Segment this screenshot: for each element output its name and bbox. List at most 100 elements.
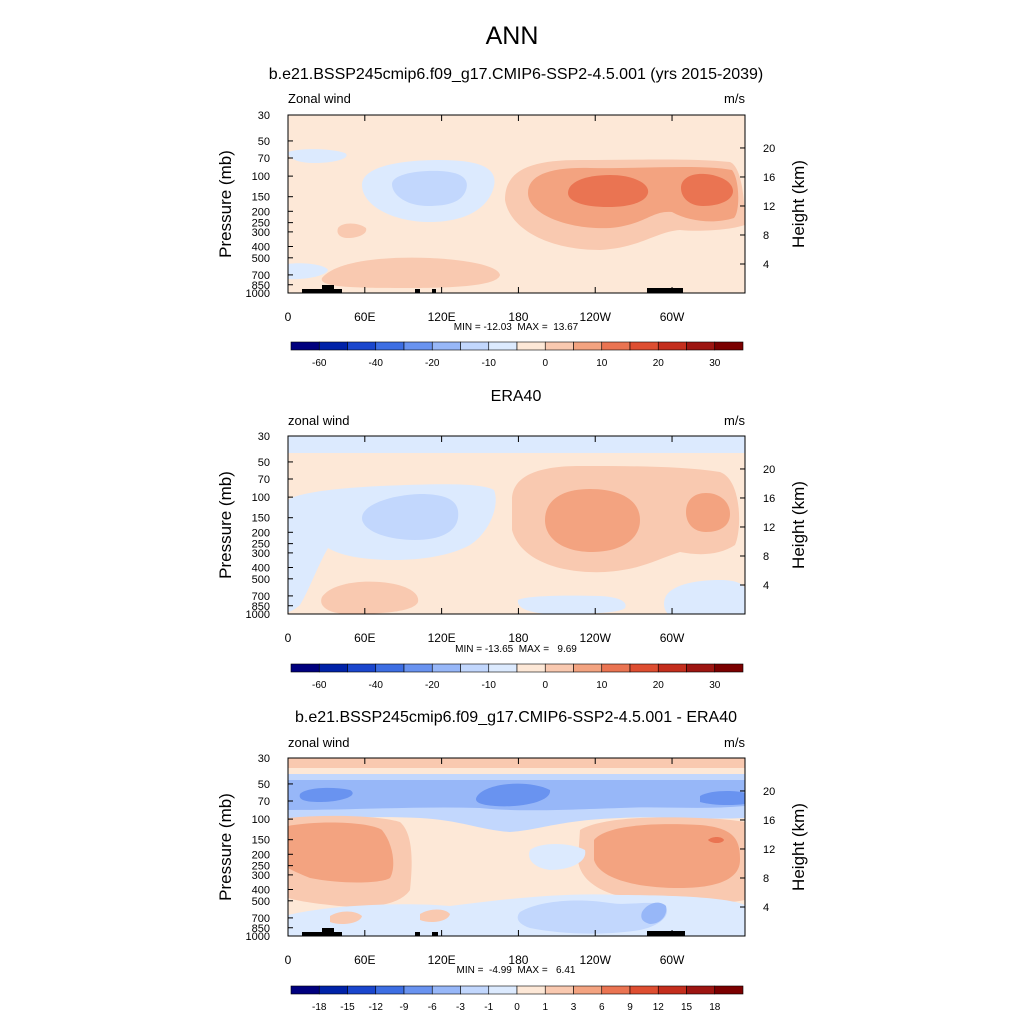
colorbar-swatch xyxy=(460,985,490,995)
longitude-tick-label: 60W xyxy=(660,631,685,645)
colorbar-label: 0 xyxy=(542,358,548,369)
colorbar-swatch xyxy=(629,663,659,673)
longitude-tick-label: 60E xyxy=(354,310,375,324)
colorbar: -18 -15 -12 -9 -6 -3 -1 0 1 3 6 9 12 15 18 xyxy=(290,985,744,1013)
contour-neg-low-mid xyxy=(517,595,626,614)
y-axis-label: Pressure (mb) xyxy=(216,471,235,579)
contour-field xyxy=(288,758,745,936)
right-label: m/s xyxy=(724,91,745,106)
pressure-tick-label: 700 xyxy=(252,591,270,603)
pressure-tick-label: 70 xyxy=(258,153,270,165)
height-tick-label: 20 xyxy=(763,464,775,476)
colorbar-label: -40 xyxy=(369,680,384,691)
colorbar-label: 30 xyxy=(709,358,721,369)
left-label: zonal wind xyxy=(288,735,349,750)
left-label: zonal wind xyxy=(288,413,349,428)
land-andes xyxy=(647,288,683,293)
colorbar-swatch xyxy=(573,985,603,995)
pressure-tick-label: 1000 xyxy=(246,609,270,621)
height-tick-label: 4 xyxy=(763,259,769,271)
panel-title: b.e21.BSSP245cmip6.f09_g17.CMIP6-SSP2-4.… xyxy=(295,709,737,726)
colorbar-swatch xyxy=(714,663,744,673)
right-label: m/s xyxy=(724,413,745,428)
height-tick-label: 20 xyxy=(763,786,775,798)
colorbar-swatch xyxy=(347,341,377,351)
colorbar-swatch xyxy=(714,985,744,995)
height-tick-label: 16 xyxy=(763,172,775,184)
contour-pos-low xyxy=(321,581,419,614)
min-max-stats: MIN = -4.99 MAX = 6.41 xyxy=(457,965,576,976)
contour-neg-core-b xyxy=(475,783,551,807)
colorbar-label: -12 xyxy=(369,1002,384,1013)
colorbar-label: -60 xyxy=(312,358,327,369)
longitude-tick-label: 60W xyxy=(660,310,685,324)
colorbar-label: 20 xyxy=(653,358,665,369)
contour-neg-mid xyxy=(529,844,586,870)
contour-pos-tiny xyxy=(708,837,724,843)
colorbar-swatch xyxy=(488,663,518,673)
height-tick-label: 12 xyxy=(763,522,775,534)
colorbar-swatch xyxy=(657,341,687,351)
colorbar-label: 9 xyxy=(627,1002,633,1013)
longitude-tick-label: 0 xyxy=(285,631,292,645)
pressure-tick-label: 700 xyxy=(252,270,270,282)
figure-title: ANN xyxy=(486,22,539,50)
pressure-tick-label: 50 xyxy=(258,457,270,469)
y-axis-label: Pressure (mb) xyxy=(216,150,235,258)
colorbar-label: -10 xyxy=(482,358,497,369)
contour-neg-low xyxy=(517,900,668,934)
colorbar-swatch xyxy=(573,341,603,351)
pressure-tick-label: 400 xyxy=(252,884,270,896)
contour-neg-core xyxy=(392,170,467,206)
land-indonesia xyxy=(415,289,420,293)
colorbar: -60 -40 -20 -10 0 10 20 30 xyxy=(290,663,744,691)
pressure-tick-label: 50 xyxy=(258,779,270,791)
land-andes xyxy=(647,931,685,936)
height-tick-label: 4 xyxy=(763,580,769,592)
colorbar-label: -9 xyxy=(400,1002,409,1013)
contour-pos-west xyxy=(288,822,394,883)
contour-neg-low-core xyxy=(641,902,667,924)
colorbar-swatch xyxy=(488,985,518,995)
pressure-tick-label: 850 xyxy=(252,923,270,935)
height-ticks: 20 16 12 8 4 xyxy=(740,786,775,914)
colorbar-swatch xyxy=(544,985,574,995)
longitude-tick-label: 120E xyxy=(428,310,456,324)
land-indonesia xyxy=(415,932,420,936)
longitude-tick-label: 120W xyxy=(580,631,612,645)
contour-top-band-pos xyxy=(288,758,745,768)
topography xyxy=(302,928,685,936)
pressure-tick-label: 50 xyxy=(258,136,270,148)
colorbar-swatch xyxy=(516,985,546,995)
pressure-tick-label: 250 xyxy=(252,539,270,551)
longitude-tick-label: 120E xyxy=(428,953,456,967)
pressure-tick-label: 250 xyxy=(252,218,270,230)
pressure-tick-label: 300 xyxy=(252,870,270,882)
pressure-tick-label: 500 xyxy=(252,896,270,908)
pressure-tick-label: 700 xyxy=(252,913,270,925)
pressure-tick-label: 1000 xyxy=(246,931,270,943)
x-axis-ticks: 0 60E 120E 180 120W 60W xyxy=(285,436,685,645)
pressure-tick-label: 1000 xyxy=(246,288,270,300)
colorbar-swatch xyxy=(714,341,744,351)
colorbar-label: -3 xyxy=(456,1002,465,1013)
contour-pos-low xyxy=(321,257,500,288)
pressure-tick-label: 100 xyxy=(252,492,270,504)
pressure-tick-label: 850 xyxy=(252,601,270,613)
colorbar-label: -10 xyxy=(482,680,497,691)
colorbar-swatch xyxy=(686,663,716,673)
colorbar-swatch xyxy=(375,663,405,673)
longitude-tick-label: 0 xyxy=(285,310,292,324)
colorbar-label: -20 xyxy=(425,358,440,369)
plot-frame xyxy=(287,435,746,615)
contour-field xyxy=(288,436,745,614)
colorbar-swatch xyxy=(657,663,687,673)
y-axis-label-right: Height (km) xyxy=(789,160,808,248)
panel-title: ERA40 xyxy=(491,388,542,405)
colorbar-swatch xyxy=(403,985,433,995)
land-indonesia-2 xyxy=(432,289,436,293)
min-max-stats: MIN = -13.65 MAX = 9.69 xyxy=(455,644,577,655)
contour-neg-low xyxy=(288,263,328,280)
